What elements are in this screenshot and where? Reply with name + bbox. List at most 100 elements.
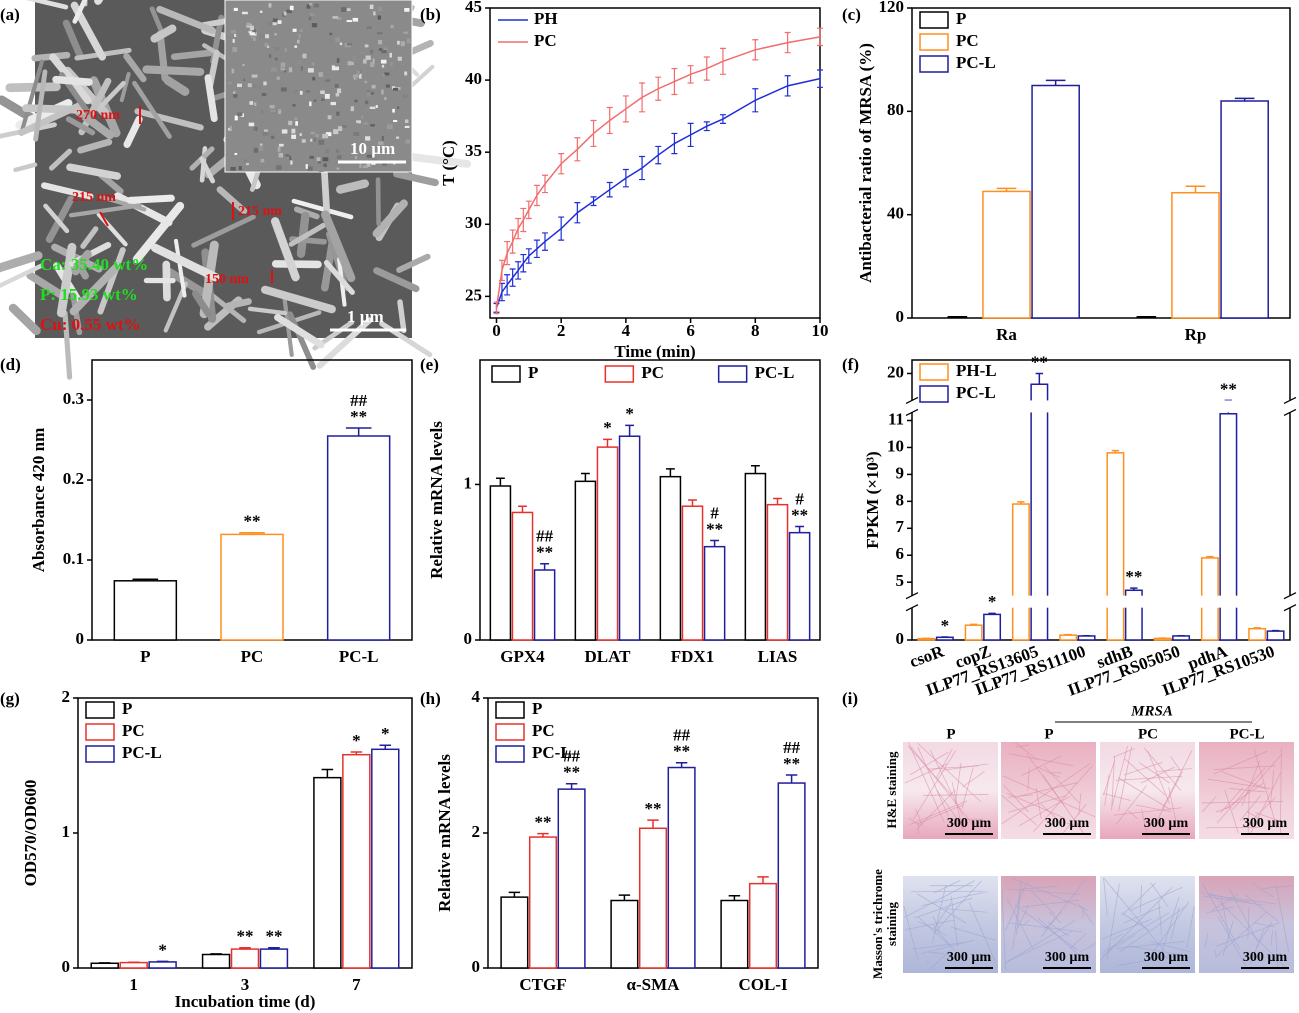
error-bar xyxy=(525,200,532,220)
grain xyxy=(274,33,277,36)
scale-label: 300 µm xyxy=(1045,816,1090,831)
grain xyxy=(317,160,321,164)
fiber xyxy=(1115,785,1147,825)
break-mark xyxy=(1283,592,1297,600)
grain xyxy=(353,131,360,136)
fiber xyxy=(1102,760,1116,796)
fiber xyxy=(1118,746,1133,812)
fiber xyxy=(936,789,966,831)
fiber xyxy=(1103,793,1131,801)
fiber xyxy=(1275,930,1279,969)
x-tick-label: 10 xyxy=(812,321,829,340)
grain xyxy=(246,163,249,166)
legend-label: P xyxy=(528,363,538,382)
x-axis-label: Incubation time (d) xyxy=(175,992,316,1011)
fiber xyxy=(1078,793,1082,815)
y-tick-label: 6 xyxy=(896,544,905,563)
grain xyxy=(241,11,248,15)
grain xyxy=(390,24,394,29)
grain xyxy=(252,29,256,34)
error-bar xyxy=(493,301,500,315)
fiber xyxy=(944,908,987,913)
grain xyxy=(309,155,314,159)
x-tick-label: 0 xyxy=(492,321,501,340)
fiber xyxy=(1033,765,1093,833)
bar xyxy=(1220,100,1269,319)
significance: * xyxy=(352,731,361,750)
size-annotation: 270 nm xyxy=(76,108,120,123)
error-bar xyxy=(622,95,629,123)
plot-frame xyxy=(489,7,821,319)
grain xyxy=(294,45,298,48)
fiber xyxy=(1143,747,1182,791)
error-bar xyxy=(574,202,581,224)
fiber xyxy=(909,751,949,776)
rod xyxy=(199,156,216,184)
legend-label: PC xyxy=(532,721,555,740)
grain xyxy=(232,39,235,43)
grain xyxy=(289,155,292,161)
error-bar xyxy=(606,181,613,198)
fiber xyxy=(1001,889,1006,970)
grain xyxy=(306,4,311,9)
bar xyxy=(313,776,342,969)
grain xyxy=(325,79,331,82)
grain xyxy=(246,22,251,26)
grain xyxy=(325,149,330,154)
x-tick-label: 4 xyxy=(622,321,631,340)
rod xyxy=(33,69,48,142)
grain xyxy=(268,3,272,8)
error-bar xyxy=(504,274,511,296)
y-tick-label: 45 xyxy=(465,0,482,16)
grain xyxy=(381,135,384,141)
rod xyxy=(173,238,187,298)
fiber xyxy=(932,915,940,931)
grain xyxy=(365,55,371,60)
grain xyxy=(266,21,273,26)
y-tick-label: 10 xyxy=(887,436,904,455)
bar xyxy=(1059,634,1078,641)
grain xyxy=(366,154,372,158)
grain xyxy=(378,6,383,12)
fiber xyxy=(1021,755,1062,777)
grain xyxy=(318,139,325,145)
fiber xyxy=(1209,891,1288,970)
grain xyxy=(286,9,292,14)
bar xyxy=(533,569,556,641)
bar xyxy=(113,580,178,641)
grain xyxy=(336,167,340,170)
rod xyxy=(150,243,220,282)
panel-label: (f) xyxy=(842,355,859,374)
bar xyxy=(574,480,597,641)
x-tick-label: CTGF xyxy=(519,975,566,994)
grain xyxy=(230,167,236,171)
fiber xyxy=(1170,907,1180,940)
grain xyxy=(341,7,346,13)
rod xyxy=(97,247,126,315)
grain xyxy=(313,99,317,102)
significance: ** xyxy=(1031,352,1048,371)
y-axis-label: Relative mRNA levels xyxy=(435,754,454,912)
legend-label: P xyxy=(122,699,132,718)
error-bar xyxy=(1045,79,1066,86)
significance: ** xyxy=(265,927,282,946)
grain xyxy=(393,87,399,91)
grain xyxy=(359,163,362,169)
size-annotation: 215 nm xyxy=(72,190,116,205)
fiber xyxy=(1150,941,1191,953)
rod xyxy=(49,148,73,171)
grain xyxy=(296,39,300,44)
fiber xyxy=(1115,934,1136,948)
y-tick-label: 0 xyxy=(472,957,481,976)
break-mark xyxy=(1283,408,1297,416)
y-tick-label: 40 xyxy=(887,204,904,223)
error-bar xyxy=(1271,629,1280,632)
rod xyxy=(134,108,204,131)
x-tick-label: 3 xyxy=(241,975,250,994)
legend-label: PC-L xyxy=(532,743,572,762)
y-tick-label: 1 xyxy=(464,473,473,492)
grain xyxy=(321,98,325,102)
grain xyxy=(358,73,362,79)
fiber xyxy=(1139,885,1142,913)
error-bar xyxy=(533,239,540,259)
